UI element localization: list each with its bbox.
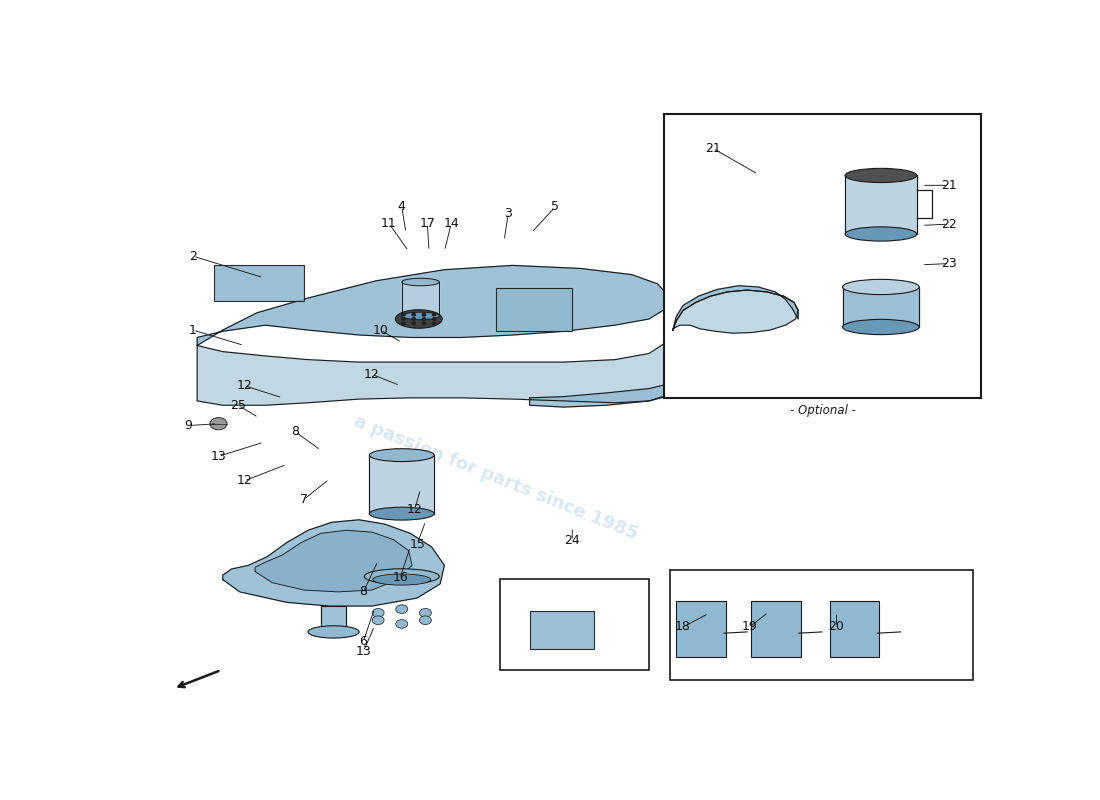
Bar	[214, 265, 304, 301]
Polygon shape	[197, 266, 666, 346]
Text: 21: 21	[942, 179, 957, 192]
Text: 9: 9	[185, 419, 192, 432]
Circle shape	[422, 322, 426, 325]
Polygon shape	[321, 606, 346, 630]
Polygon shape	[222, 520, 444, 606]
Ellipse shape	[843, 319, 920, 334]
Text: 12: 12	[407, 503, 422, 517]
Ellipse shape	[395, 310, 442, 328]
Ellipse shape	[308, 626, 359, 638]
Ellipse shape	[843, 279, 920, 294]
Circle shape	[372, 609, 384, 617]
Ellipse shape	[402, 278, 439, 286]
Ellipse shape	[364, 569, 439, 584]
Text: 6: 6	[360, 634, 367, 648]
Text: 19: 19	[741, 621, 758, 634]
Text: 13: 13	[355, 645, 372, 658]
Text: 20: 20	[828, 621, 845, 634]
Polygon shape	[845, 175, 916, 234]
Bar	[499, 579, 649, 670]
Circle shape	[412, 314, 416, 316]
Circle shape	[210, 418, 227, 430]
Text: 4: 4	[398, 200, 406, 214]
Circle shape	[412, 318, 416, 320]
Text: 25: 25	[230, 398, 246, 412]
Circle shape	[396, 605, 408, 614]
Circle shape	[432, 314, 436, 316]
Bar	[829, 601, 879, 657]
Bar	[530, 611, 594, 649]
Ellipse shape	[402, 312, 439, 320]
Text: 18: 18	[675, 621, 691, 634]
Text: 7: 7	[299, 493, 308, 506]
Circle shape	[419, 609, 431, 617]
Text: 10: 10	[373, 323, 388, 337]
Text: 22: 22	[942, 218, 957, 230]
Circle shape	[402, 322, 405, 325]
Text: 13: 13	[210, 450, 227, 463]
Circle shape	[432, 322, 436, 325]
Polygon shape	[370, 455, 434, 514]
Text: 12: 12	[236, 474, 252, 487]
Text: 12: 12	[364, 368, 380, 381]
Ellipse shape	[370, 449, 434, 462]
Polygon shape	[197, 342, 666, 406]
Bar	[751, 601, 801, 657]
Ellipse shape	[370, 507, 434, 520]
Ellipse shape	[845, 227, 916, 241]
Polygon shape	[843, 287, 920, 327]
Circle shape	[432, 318, 436, 320]
Text: 16: 16	[393, 571, 408, 584]
Ellipse shape	[373, 574, 431, 585]
Text: 21: 21	[705, 142, 720, 155]
Circle shape	[402, 314, 405, 316]
Circle shape	[422, 314, 426, 316]
Circle shape	[396, 619, 408, 628]
Bar	[676, 601, 726, 657]
Bar	[670, 570, 974, 680]
Circle shape	[419, 616, 431, 625]
Text: 3: 3	[505, 206, 513, 219]
Text: 5: 5	[551, 200, 559, 214]
Polygon shape	[530, 374, 692, 407]
Circle shape	[422, 318, 426, 320]
Text: 12: 12	[236, 379, 252, 392]
Text: 24: 24	[564, 534, 580, 547]
Ellipse shape	[845, 168, 916, 182]
Text: 8: 8	[360, 586, 367, 598]
Text: 14: 14	[443, 217, 459, 230]
Circle shape	[412, 322, 416, 325]
Text: 8: 8	[292, 426, 299, 438]
Text: 17: 17	[419, 217, 436, 230]
Polygon shape	[673, 290, 799, 333]
Circle shape	[402, 318, 405, 320]
Circle shape	[372, 616, 384, 625]
Text: 11: 11	[381, 217, 397, 230]
Text: 23: 23	[942, 257, 957, 270]
Text: 15: 15	[409, 538, 425, 551]
Polygon shape	[255, 530, 412, 592]
Text: - Optional -: - Optional -	[790, 404, 856, 417]
Text: a passion for parts since 1985: a passion for parts since 1985	[351, 413, 640, 543]
Text: 2: 2	[189, 250, 197, 262]
Bar	[495, 288, 572, 331]
Polygon shape	[673, 286, 799, 330]
Polygon shape	[402, 282, 439, 316]
Text: 1: 1	[189, 323, 197, 337]
Bar	[664, 114, 981, 398]
